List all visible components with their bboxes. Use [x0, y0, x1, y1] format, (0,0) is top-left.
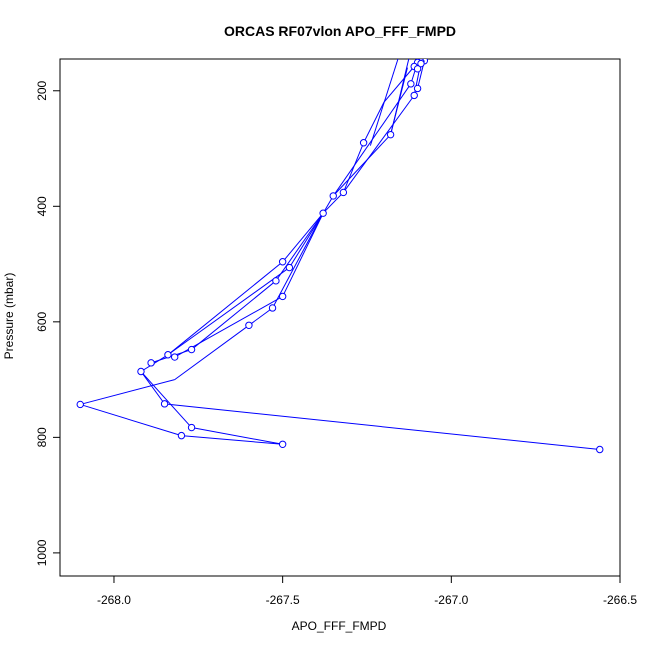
- x-tick-label: -266.5: [603, 593, 637, 607]
- series-segment: [80, 403, 182, 437]
- y-tick-label: 200: [35, 80, 49, 100]
- data-point: [407, 80, 415, 88]
- series-segment: [191, 280, 277, 350]
- y-axis: 200 400 600 800 1000: [35, 80, 61, 566]
- series-segment: [288, 212, 324, 268]
- data-point: [147, 359, 155, 367]
- y-tick-label: 800: [35, 427, 49, 447]
- data-point: [410, 91, 418, 100]
- data-point: [359, 139, 368, 147]
- data-point: [177, 431, 186, 440]
- series-segment: [342, 95, 415, 193]
- series-segment: [167, 267, 290, 356]
- series-segment: [174, 324, 250, 381]
- series-segment: [80, 379, 175, 405]
- data-point: [187, 423, 196, 432]
- x-axis: -268.0 -267.5 -267.0 -266.5: [97, 575, 637, 607]
- chart-title: ORCAS RF07vlon APO_FFF_FMPD: [224, 23, 456, 39]
- data-point: [339, 188, 348, 197]
- data-point: [329, 192, 337, 200]
- y-axis-label: Pressure (mbar): [2, 273, 16, 360]
- data-point: [245, 321, 253, 329]
- data-point: [160, 400, 169, 408]
- series-segment: [332, 83, 412, 197]
- data-point: [268, 304, 277, 312]
- data-point: [413, 65, 422, 73]
- series-segment: [272, 212, 324, 309]
- series-segment: [282, 213, 324, 297]
- series-segment: [181, 435, 283, 445]
- data-point: [76, 400, 84, 409]
- data-point: [285, 263, 294, 272]
- plot-frame: [59, 58, 621, 577]
- series-segment: [332, 134, 391, 197]
- y-tick-label: 400: [35, 196, 49, 216]
- data-point: [164, 351, 172, 359]
- data-point: [272, 277, 280, 285]
- data-point: [170, 353, 179, 361]
- series-segment: [369, 59, 399, 146]
- data-point: [187, 345, 196, 354]
- data-point: [319, 209, 327, 217]
- x-tick-label: -268.0: [97, 593, 131, 607]
- x-tick-label: -267.5: [266, 593, 300, 607]
- series-group: [76, 59, 604, 454]
- data-point: [278, 440, 287, 448]
- data-point: [417, 59, 425, 68]
- data-point: [596, 445, 604, 454]
- x-axis-label: APO_FFF_FMPD: [292, 619, 387, 633]
- series-segment: [191, 427, 283, 445]
- series-segment: [275, 212, 324, 282]
- data-point: [278, 292, 287, 301]
- y-tick-label: 600: [35, 312, 49, 332]
- series-line: [140, 66, 600, 450]
- data-point: [278, 258, 287, 266]
- data-point: [137, 367, 145, 376]
- series-segment: [248, 307, 273, 326]
- x-tick-label: -267.0: [434, 593, 468, 607]
- series-segment: [140, 371, 192, 428]
- y-tick-label: 1000: [35, 539, 49, 566]
- data-point: [386, 130, 395, 139]
- data-point: [413, 84, 422, 93]
